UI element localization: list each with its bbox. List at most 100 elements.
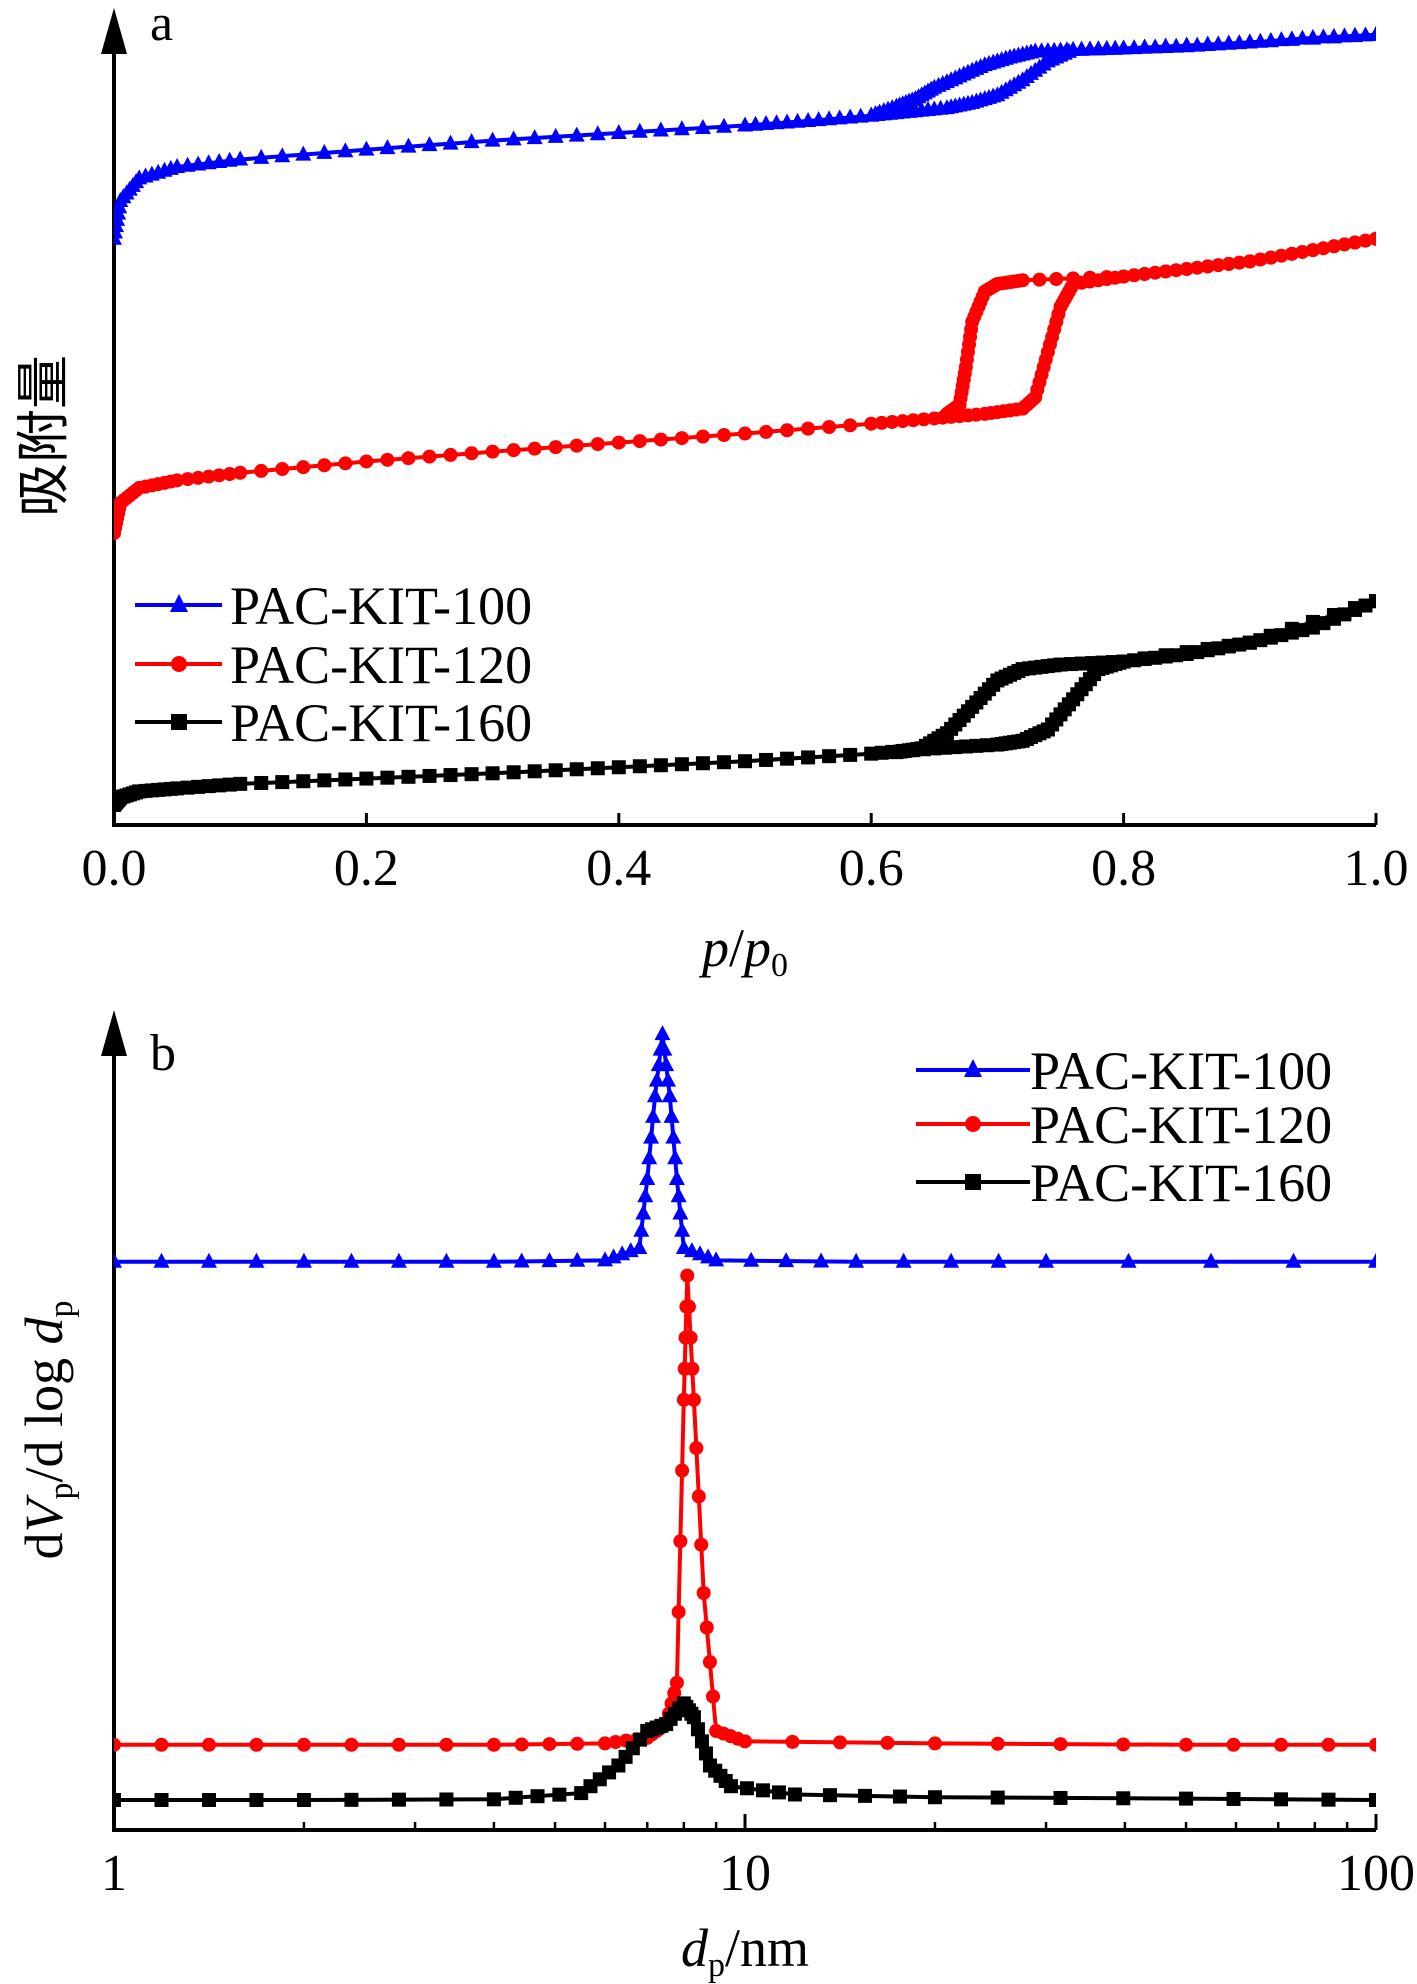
data-point [674,757,689,772]
data-point [274,147,291,163]
data-point [514,1737,529,1752]
data-point [892,1789,907,1804]
data-point [527,764,542,779]
data-point [1157,37,1174,53]
series-line-desorption [945,236,1376,416]
data-point [1032,272,1047,287]
data-point [253,148,270,164]
data-point [822,419,837,434]
data-point [464,446,479,461]
data-point [1304,29,1321,45]
panel-a-xlabel-p: p [698,918,729,978]
data-point [1369,1793,1376,1807]
data-point [779,113,796,129]
data-point [1074,656,1089,671]
data-point [1158,648,1173,663]
data-point [1369,231,1376,246]
data-point [990,1736,1005,1751]
data-point [1095,655,1110,670]
data-point [254,463,269,478]
data-point [831,109,848,125]
data-point [789,112,806,128]
data-point [464,767,479,782]
data-point [1179,645,1194,660]
circle-marker-icon [965,1116,981,1132]
data-point [864,746,879,761]
data-point [969,738,984,753]
data-point [1099,270,1114,285]
data-point [438,1252,455,1268]
panel-b-xlabel-d: d [681,1918,709,1978]
data-point [359,771,374,786]
data-point [1203,1252,1220,1268]
data-point [513,1252,530,1268]
data-point [611,435,626,450]
data-point [916,412,931,427]
data-point [191,470,206,485]
data-point [505,130,522,146]
data-point [1179,1737,1194,1752]
panel-b-ylabel-mid: /d log [14,1344,74,1482]
data-point [685,1361,700,1376]
data-point [758,114,775,130]
data-point [661,1087,678,1103]
data-point [442,134,459,150]
panel-a-legend-label-100: PAC-KIT-100 [230,576,532,636]
data-point [114,1252,122,1268]
data-point [1305,243,1320,258]
data-point [906,413,921,428]
data-point [822,749,837,764]
data-point [249,1793,264,1807]
data-point [1241,33,1258,49]
data-point [254,775,269,790]
panel-b-legend-label-120: PAC-KIT-120 [1030,1095,1332,1155]
square-marker-icon [171,714,187,730]
data-point [542,1737,557,1752]
series-PAC-KIT-120 [114,1268,1376,1752]
data-point [1368,25,1376,41]
data-point [695,429,710,444]
data-point [1283,30,1300,46]
data-point [690,1722,705,1737]
data-point [653,758,668,773]
data-point [1221,638,1236,653]
data-point [222,467,237,482]
data-point [338,456,353,471]
data-point [201,1737,216,1752]
data-point [114,1737,121,1752]
data-point [665,1128,682,1144]
data-point [1116,1791,1131,1806]
data-point [1369,594,1376,609]
data-point [443,768,458,783]
panel-b-xlabel-unit: /nm [725,1918,809,1978]
data-point [485,444,500,459]
data-point [771,1785,786,1800]
panel-a-xlabel-slash: / [729,918,744,978]
series-line-adsorption [114,236,1376,534]
data-point [671,1604,686,1619]
data-point [1158,264,1173,279]
data-point [1321,1792,1336,1807]
data-point [153,1252,170,1268]
data-point [439,1792,454,1807]
data-point [1116,654,1131,669]
data-point [191,779,206,794]
data-point [852,107,869,123]
data-point [232,150,249,166]
panel-a-legend-item-160: PAC-KIT-160 [135,693,532,753]
data-point [1053,1790,1068,1805]
data-point [296,1737,311,1752]
data-point [1199,35,1216,51]
data-point [669,1675,684,1690]
data-point [863,106,880,122]
data-point [857,1788,872,1803]
series-PAC-KIT-100 [114,1025,1376,1268]
panel-b: b 1 10 100 dp/nm dVp/d log dp PAC-KIT-100 … [14,1010,1415,1984]
data-point [548,440,563,455]
data-point [233,776,248,791]
series-PAC-KIT-100 [114,25,1376,245]
data-point [689,1441,704,1456]
panel-b-letter: b [150,1025,176,1082]
panel-a: a 0.0 0.2 0.4 0.6 0.8 1.0 p/p0 吸附量 PAC-KIT-10… [14,0,1409,984]
data-point [506,443,521,458]
